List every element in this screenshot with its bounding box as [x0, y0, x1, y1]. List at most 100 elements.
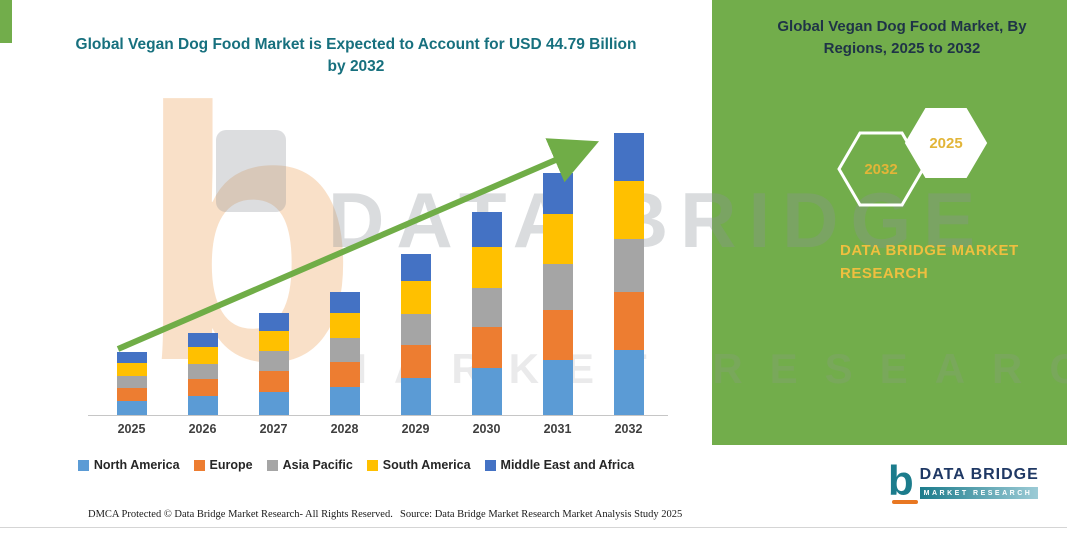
stacked-bar-2032 [613, 132, 644, 415]
stacked-bar-2025 [116, 352, 147, 415]
stacked-bar-2031 [542, 173, 573, 415]
legend-item: South America [366, 458, 471, 472]
x-axis-label: 2028 [330, 422, 359, 436]
bar-segment [329, 313, 360, 339]
bar-segment [116, 400, 147, 415]
stacked-bar-2027 [258, 313, 289, 415]
legend-item: Middle East and Africa [484, 458, 635, 472]
data-bridge-logo: b DATA BRIDGE MARKET RESEARCH [888, 457, 1039, 504]
bar-segment [258, 391, 289, 415]
x-axis-label: 2027 [259, 422, 288, 436]
bar-segment [116, 362, 147, 376]
side-panel-title: Global Vegan Dog Food Market, By Regions… [777, 18, 1027, 57]
bar-segment [116, 387, 147, 401]
bar-segment [471, 288, 502, 327]
bars [96, 115, 664, 415]
bar-segment [400, 345, 431, 378]
bar-segment [329, 338, 360, 362]
corner-accent-square [0, 0, 12, 43]
hexagon-2032-label: 2032 [864, 160, 898, 178]
footer-divider-line [0, 527, 1067, 528]
bar-segment [471, 368, 502, 415]
bar-segment [329, 386, 360, 415]
x-axis-label: 2029 [401, 422, 430, 436]
bar-segment [187, 379, 218, 397]
chart-legend: North America Europe Asia Pacific South Ame… [0, 458, 712, 472]
logo-text: DATA BRIDGE MARKET RESEARCH [919, 462, 1039, 499]
bar-segment [187, 396, 218, 415]
stacked-bar-2026 [187, 333, 218, 415]
bar-slot [96, 115, 167, 415]
logo-subtitle: MARKET RESEARCH [923, 489, 1033, 497]
hexagon-2032: 2032 [836, 130, 926, 208]
hexagon-2025-label: 2025 [929, 134, 963, 152]
bar-segment [471, 212, 502, 247]
bar-segment [613, 132, 644, 181]
bar-segment [116, 375, 147, 388]
bar-slot [309, 115, 380, 415]
legend-swatch-icon [266, 459, 278, 471]
chart-title: Global Vegan Dog Food Market is Expected… [75, 36, 637, 76]
bar-segment [116, 352, 147, 363]
legend-label: Middle East and Africa [500, 458, 635, 472]
bar-segment [471, 246, 502, 289]
bar-segment [542, 359, 573, 415]
legend-swatch-icon [193, 459, 205, 471]
legend-item: Europe [193, 458, 253, 472]
x-axis-label: 2025 [117, 422, 146, 436]
bar-segment [187, 346, 218, 364]
bar-segment [329, 291, 360, 314]
bar-slot [380, 115, 451, 415]
logo-subtitle-bar: MARKET RESEARCH [919, 487, 1038, 499]
footer-source-text: Source: Data Bridge Market Research Mark… [400, 509, 683, 520]
side-panel-background [712, 0, 1067, 445]
legend-label: Europe [209, 458, 253, 472]
hexagon-2025: 2025 [903, 106, 989, 180]
x-axis-label: 2030 [472, 422, 501, 436]
bar-segment [258, 370, 289, 392]
bar-slot [238, 115, 309, 415]
legend-label: North America [93, 458, 180, 472]
x-axis-label: 2031 [543, 422, 572, 436]
stacked-bar-2029 [400, 253, 431, 415]
brand-line1: DATA BRIDGE MARKET [840, 242, 1019, 259]
bar-segment [258, 330, 289, 352]
brand-wordmark: DATA BRIDGE MARKET RESEARCH [840, 240, 1019, 285]
stacked-bar-2028 [329, 291, 360, 415]
bar-segment [542, 173, 573, 215]
legend-label: South America [382, 458, 471, 472]
stacked-bar-2030 [471, 212, 502, 415]
logo-b-icon: b [888, 457, 918, 504]
bar-segment [329, 361, 360, 387]
bar-segment [613, 292, 644, 351]
brand-line2: RESEARCH [840, 264, 929, 282]
footer-dmca-text: DMCA Protected © Data Bridge Market Rese… [88, 509, 393, 520]
bar-segment [258, 313, 289, 331]
hexagon-2025-shape [904, 108, 988, 178]
bar-slot [522, 115, 593, 415]
legend-item: Asia Pacific [266, 458, 353, 472]
bar-segment [471, 326, 502, 369]
bar-segment [400, 280, 431, 315]
bar-slot [167, 115, 238, 415]
x-axis-label: 2032 [614, 422, 643, 436]
bar-slot [593, 115, 664, 415]
bar-segment [542, 309, 573, 360]
bar-segment [613, 180, 644, 239]
bar-segment [613, 238, 644, 293]
bar-segment [613, 350, 644, 415]
x-axis-labels: 2025 2026 2027 2028 2029 2030 2031 2032 [96, 422, 664, 436]
bar-segment [187, 363, 218, 380]
bar-segment [400, 314, 431, 346]
x-axis-label: 2026 [188, 422, 217, 436]
bar-segment [400, 253, 431, 281]
bar-segment [187, 333, 218, 347]
legend-swatch-icon [366, 459, 378, 471]
bar-segment [542, 263, 573, 310]
hexagon-2032-outline [837, 131, 925, 207]
legend-swatch-icon [77, 459, 89, 471]
bar-segment [542, 214, 573, 264]
legend-swatch-icon [484, 459, 496, 471]
bar-segment [258, 351, 289, 371]
